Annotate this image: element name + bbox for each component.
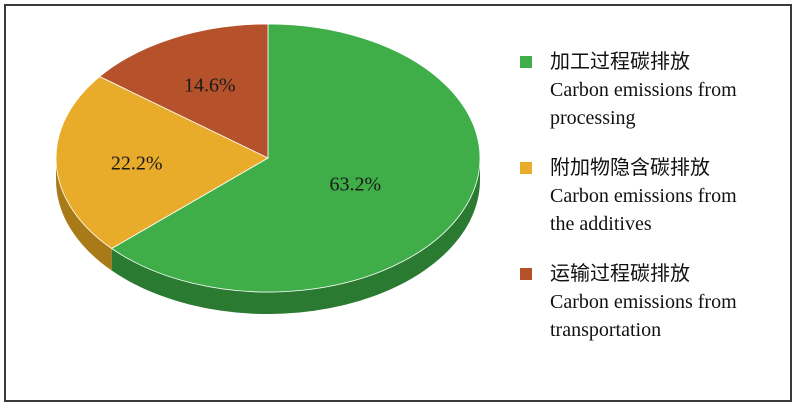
pie-side-processing <box>111 158 480 314</box>
legend-label-zh: 运输过程碳排放 <box>550 263 690 285</box>
slice-label-additives: 22.2% <box>111 153 163 175</box>
legend-label-en-cont: processing <box>550 107 636 129</box>
pie-side-additives <box>56 158 112 271</box>
pie-slices <box>55 23 481 293</box>
legend-item-transportation: 运输过程碳排放 Carbon emissions from transporta… <box>520 260 790 344</box>
slice-label-transportation: 14.6% <box>184 75 236 97</box>
slice-label-processing: 63.2% <box>329 173 381 195</box>
legend-swatch-processing <box>520 56 532 68</box>
legend-item-additives: 附加物隐含碳排放 Carbon emissions from the addit… <box>520 154 790 238</box>
legend-label-en-cont: the additives <box>550 213 652 235</box>
legend-label-en: Carbon emissions from <box>550 79 737 101</box>
pie-slice-processing <box>110 23 481 293</box>
pie-labels: 63.2% 22.2% 14.6% <box>111 75 381 196</box>
legend-swatch-transportation <box>520 268 532 280</box>
legend-item-processing: 加工过程碳排放 Carbon emissions from processing <box>520 48 790 132</box>
legend-label-zh: 加工过程碳排放 <box>550 51 690 73</box>
pie-slice-additives <box>55 76 269 249</box>
legend-label-en: Carbon emissions from <box>550 291 737 313</box>
pie-slice-transportation <box>98 23 269 159</box>
legend: 加工过程碳排放 Carbon emissions from processing… <box>520 48 790 344</box>
legend-label-zh: 附加物隐含碳排放 <box>550 157 710 179</box>
legend-swatch-additives <box>520 162 532 174</box>
legend-label-en-cont: transportation <box>550 319 662 341</box>
legend-label-en: Carbon emissions from <box>550 185 737 207</box>
pie-depth <box>56 158 480 314</box>
